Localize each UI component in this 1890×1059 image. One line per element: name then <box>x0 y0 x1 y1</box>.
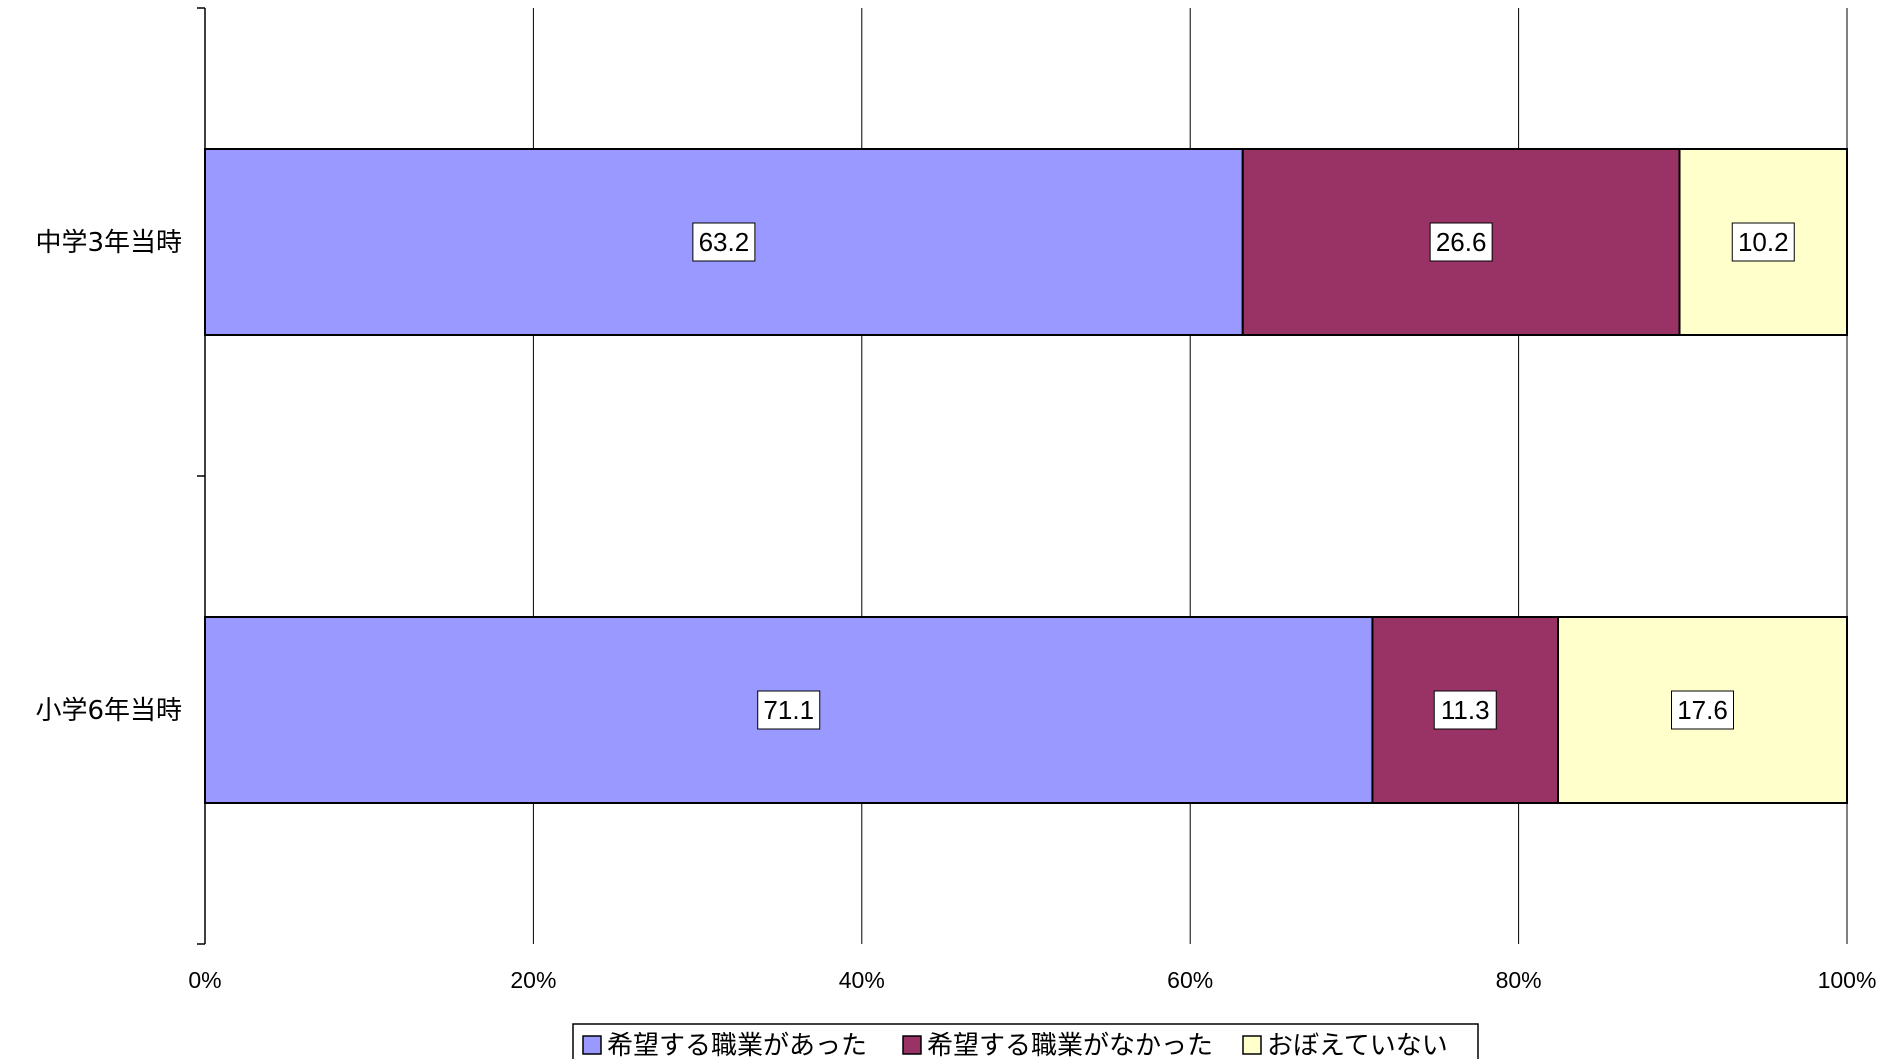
legend-box <box>572 1023 1479 1059</box>
data-label: 10.2 <box>1738 227 1789 257</box>
data-label: 63.2 <box>699 227 750 257</box>
x-tick-label: 100% <box>1818 967 1877 993</box>
x-tick-label: 20% <box>510 967 556 993</box>
data-label: 26.6 <box>1436 227 1487 257</box>
legend-label: 希望する職業があった <box>607 1031 867 1059</box>
bars <box>204 148 1849 804</box>
legend-label: おぼえていない <box>1267 1031 1448 1059</box>
data-label-box <box>757 690 821 730</box>
data-label-box <box>1429 222 1493 262</box>
x-tick-label: 40% <box>839 967 885 993</box>
data-label: 11.3 <box>1441 695 1490 725</box>
data-label-box <box>1671 690 1735 730</box>
x-tick-label: 0% <box>188 967 221 993</box>
legend-swatch <box>582 1035 602 1055</box>
legend-label: 希望する職業がなかった <box>927 1031 1213 1059</box>
x-tick-label: 80% <box>1496 967 1542 993</box>
legend: 希望する職業があった 希望する職業がなかった おぼえていない <box>572 1023 1479 1059</box>
legend-swatch <box>902 1035 922 1055</box>
data-label-box <box>1731 222 1795 262</box>
x-tick-label: 60% <box>1167 967 1213 993</box>
category-label: 小学6年当時 <box>35 696 182 726</box>
category-label: 中学3年当時 <box>35 228 182 258</box>
data-label: 71.1 <box>763 695 814 725</box>
data-label: 17.6 <box>1677 695 1728 725</box>
data-label-box <box>692 222 756 262</box>
legend-swatch <box>1242 1035 1262 1055</box>
data-labels: 63.2 26.6 10.2 71.1 11.3 17.6 <box>692 222 1795 730</box>
data-label-box <box>1433 690 1497 730</box>
